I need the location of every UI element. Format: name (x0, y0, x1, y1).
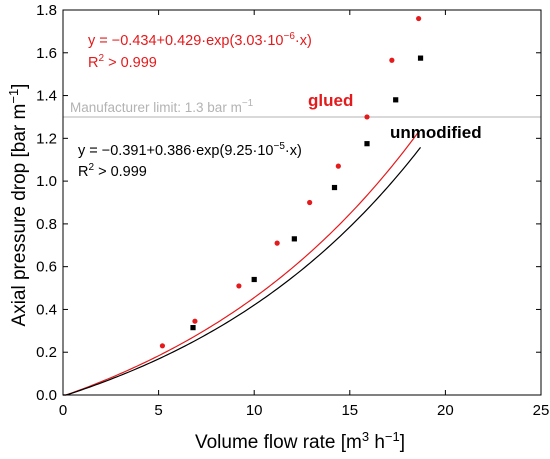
y-tick-label: 0.8 (36, 216, 57, 233)
x-tick-label: 15 (341, 402, 358, 419)
y-axis-title: Axial pressure drop [bar m−1] (6, 84, 30, 327)
plot-frame (62, 9, 542, 396)
unmodified-point (251, 276, 257, 283)
x-tick-label: 0 (59, 402, 67, 419)
unmodified-equation: y = −0.391+0.386·exp(9.25·10−5·x) (78, 141, 302, 159)
unmodified-fit-curve (63, 146, 422, 396)
unmodified-r2: R2 > 0.999 (78, 162, 147, 180)
glued-fit-curve (63, 131, 420, 396)
y-tick-label: 1.2 (36, 130, 57, 147)
x-tick-label: 25 (533, 402, 550, 419)
fit-curves (63, 131, 422, 396)
unmodified-point (417, 55, 424, 61)
glued-point (307, 199, 313, 206)
glued-point (335, 163, 341, 169)
y-tick-label: 1.4 (36, 88, 57, 105)
glued-point (274, 240, 280, 246)
y-tick-label: 1.6 (36, 45, 57, 62)
glued-point (192, 318, 198, 324)
data-markers (159, 15, 424, 349)
glued-r2: R2 > 0.999 (88, 53, 157, 71)
y-tick-label: 0.0 (36, 387, 57, 404)
x-tick-label: 5 (154, 402, 162, 419)
axes: 0 5 10 15 20 25 0.0 0.2 0.4 0.6 0.8 1.0 1.2 1.4 1.6 1.8 (36, 2, 549, 419)
unmodified-point (364, 141, 370, 147)
x-axis-title: Volume flow rate [m3 h−1] (195, 429, 405, 453)
unmodified-series-label: unmodified (390, 123, 482, 142)
glued-point (159, 343, 166, 349)
y-tick-label: 0.6 (36, 259, 57, 276)
y-tick-label: 1.0 (36, 173, 57, 190)
unmodified-point (393, 97, 399, 103)
unmodified-point (190, 325, 196, 331)
unmodified-point (331, 184, 338, 191)
glued-series-label: glued (308, 91, 353, 110)
y-tick-label: 0.4 (36, 301, 57, 318)
glued-point (364, 114, 370, 120)
y-tick-label: 1.8 (36, 2, 57, 19)
glued-point (416, 15, 422, 22)
y-tick-label: 0.2 (36, 344, 57, 361)
x-tick-label: 20 (437, 402, 454, 419)
x-tick-label: 10 (246, 402, 263, 419)
manufacturer-limit-label: Manufacturer limit: 1.3 bar m−1 (70, 98, 254, 115)
glued-equation: y = −0.434+0.429·exp(3.03·10−6·x) (88, 31, 312, 49)
glued-point (236, 283, 242, 289)
unmodified-point (291, 236, 297, 242)
glued-point (389, 57, 395, 63)
